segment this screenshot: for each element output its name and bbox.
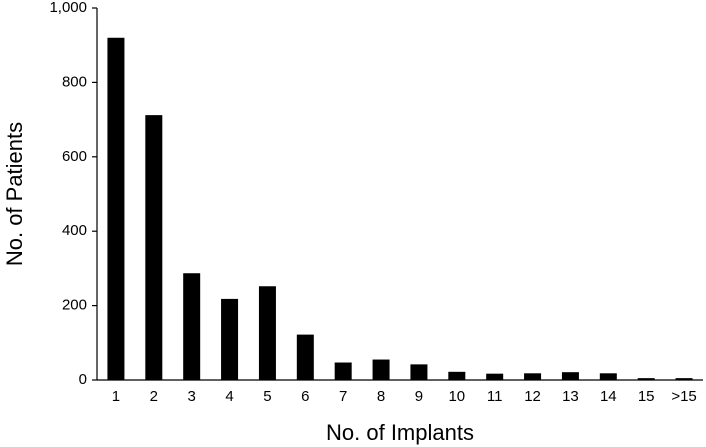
bar (107, 37, 125, 380)
bar (296, 334, 314, 380)
x-tick-label: >15 (671, 388, 696, 405)
y-axis-title: No. of Patients (2, 122, 27, 266)
bar (410, 364, 428, 380)
y-tick-label: 600 (62, 148, 87, 165)
x-tick-label: 8 (377, 388, 385, 405)
x-tick-label: 6 (301, 388, 309, 405)
bar (183, 273, 201, 380)
x-tick-label: 4 (225, 388, 233, 405)
x-tick-label: 7 (339, 388, 347, 405)
bar (486, 373, 504, 380)
x-tick-label: 1 (112, 388, 120, 405)
bar (334, 362, 352, 380)
x-tick-label: 11 (487, 388, 503, 405)
bar (372, 359, 390, 380)
x-axis-title: No. of Implants (326, 420, 474, 445)
y-tick-label: 0 (79, 371, 87, 388)
y-tick-label: 400 (62, 222, 87, 239)
x-tick-label: 12 (524, 388, 541, 405)
bar (145, 115, 163, 381)
bar (524, 373, 542, 380)
bar (675, 378, 693, 380)
bar (258, 286, 276, 380)
x-tick-label: 5 (263, 388, 271, 405)
y-tick-label: 1,000 (49, 0, 87, 16)
bar (599, 373, 617, 380)
x-tick-label: 13 (562, 388, 579, 405)
x-tick-label: 2 (150, 388, 158, 405)
bar (221, 298, 239, 380)
x-tick-label: 3 (188, 388, 196, 405)
y-tick-label: 200 (62, 297, 87, 314)
bar (448, 371, 466, 380)
x-tick-label: 9 (415, 388, 423, 405)
bar (561, 372, 579, 380)
x-tick-label: 14 (600, 388, 617, 405)
y-tick-label: 800 (62, 73, 87, 90)
x-tick-label: 10 (448, 388, 465, 405)
x-tick-label: 15 (638, 388, 655, 405)
bar (637, 378, 655, 380)
